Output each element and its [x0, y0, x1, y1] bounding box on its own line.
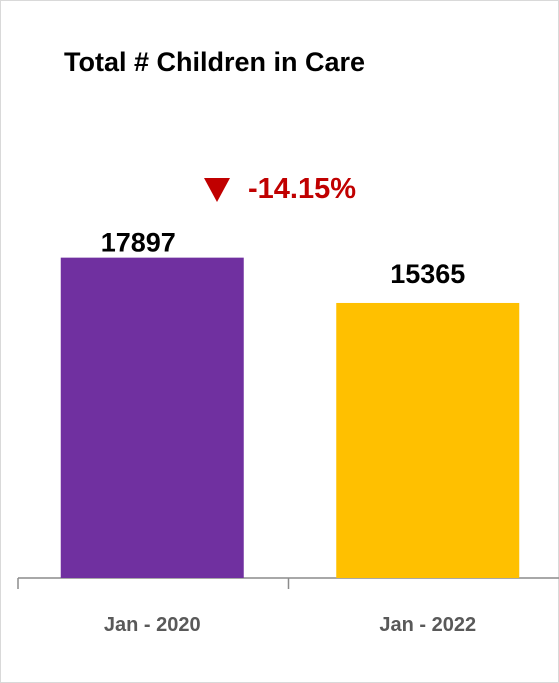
change-indicator: -14.15%: [204, 173, 356, 206]
chart-title: Total # Children in Care: [64, 47, 366, 77]
category-label-2: Jan - 2022: [379, 614, 476, 636]
data-label-1: 17897: [101, 228, 176, 258]
down-triangle-icon: [204, 177, 230, 202]
category-label-1: Jan - 2020: [104, 614, 201, 636]
bar-2: [336, 302, 520, 578]
data-label-2: 15365: [390, 259, 465, 289]
bar-1: [60, 257, 244, 578]
change-label: -14.15%: [248, 173, 357, 205]
